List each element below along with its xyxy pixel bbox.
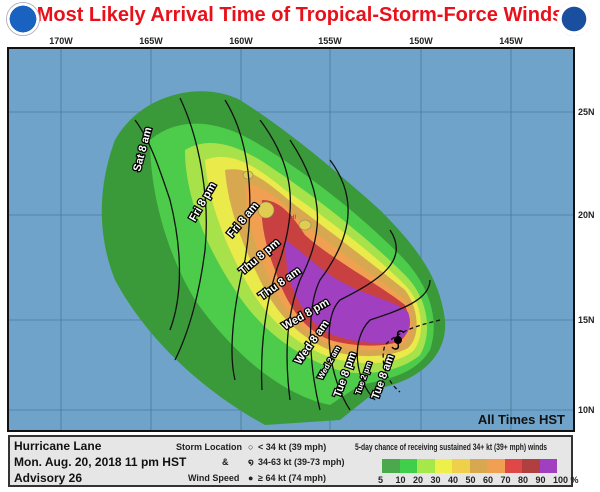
probability-cone: HI — [101, 91, 446, 425]
advisory-number: Advisory 26 — [14, 471, 83, 485]
arrival-contours — [134, 97, 441, 411]
probability-tick: 90 — [535, 475, 546, 485]
lat-label: 10N — [578, 405, 595, 415]
lon-label: 165W — [139, 36, 163, 46]
probability-swatch — [522, 459, 540, 473]
lon-label: 160W — [229, 36, 253, 46]
probability-tick: 80 — [518, 475, 529, 485]
probability-swatch — [469, 459, 487, 473]
lat-label: 25N — [578, 107, 595, 117]
probability-swatch — [452, 459, 470, 473]
storm-key-label: Storm Location — [176, 442, 243, 452]
state-label: HI — [290, 215, 296, 221]
probability-tick: 10 — [395, 475, 406, 485]
probability-legend-title: 5-day chance of receiving sustained 34+ … — [355, 442, 548, 452]
storm-key-amp: & — [222, 457, 229, 467]
probability-swatch — [434, 459, 452, 473]
noaa-logo — [6, 2, 40, 36]
lat-label: 20N — [578, 210, 595, 220]
storm-key-hurricane: ≥ 64 kt (74 mph) — [258, 473, 326, 483]
nws-logo — [557, 2, 591, 36]
symbol-hurricane-icon: ● — [248, 473, 254, 483]
probability-tick: 30 — [430, 475, 441, 485]
times-note: All Times HST — [478, 412, 565, 427]
probability-swatch — [382, 459, 400, 473]
storm-key-low: < 34 kt (39 mph) — [258, 442, 327, 452]
storm-key-ts: 34-63 kt (39-73 mph) — [258, 457, 345, 467]
probability-swatch — [539, 459, 557, 473]
lon-label: 170W — [49, 36, 73, 46]
lon-label: 150W — [409, 36, 433, 46]
probability-tick: 40 — [448, 475, 459, 485]
probability-tick: 20 — [413, 475, 424, 485]
symbol-low-icon: ○ — [248, 442, 254, 452]
probability-swatch — [399, 459, 417, 473]
symbol-ts-icon: ໑ — [248, 457, 254, 467]
island-hawaii — [298, 219, 312, 231]
lon-label: 155W — [318, 36, 342, 46]
lat-label: 15N — [578, 315, 595, 325]
island-oahu — [257, 201, 275, 219]
probability-tick: 70 — [500, 475, 511, 485]
probability-swatch — [417, 459, 435, 473]
probability-tick: 50 — [465, 475, 476, 485]
map: 170W 165W 160W 155W 150W 145W 25N 20N 15N 10N HI… — [7, 36, 595, 432]
probability-swatch — [487, 459, 505, 473]
probability-tick: 60 — [483, 475, 494, 485]
lon-label: 145W — [499, 36, 523, 46]
map-title: Most Likely Arrival Time of Tropical-Sto… — [36, 4, 564, 26]
legend-panel: Hurricane Lane Mon. Aug. 20, 2018 11 pm … — [8, 435, 579, 487]
probability-tick: 5 — [378, 475, 384, 485]
advisory-date: Mon. Aug. 20, 2018 11 pm HST — [14, 455, 187, 469]
probability-tick: 100 % — [553, 475, 579, 485]
hurricane-symbol-icon — [391, 330, 405, 350]
storm-name: Hurricane Lane — [14, 439, 102, 453]
probability-swatch — [504, 459, 522, 473]
storm-key-label-2: Wind Speed — [188, 473, 240, 483]
